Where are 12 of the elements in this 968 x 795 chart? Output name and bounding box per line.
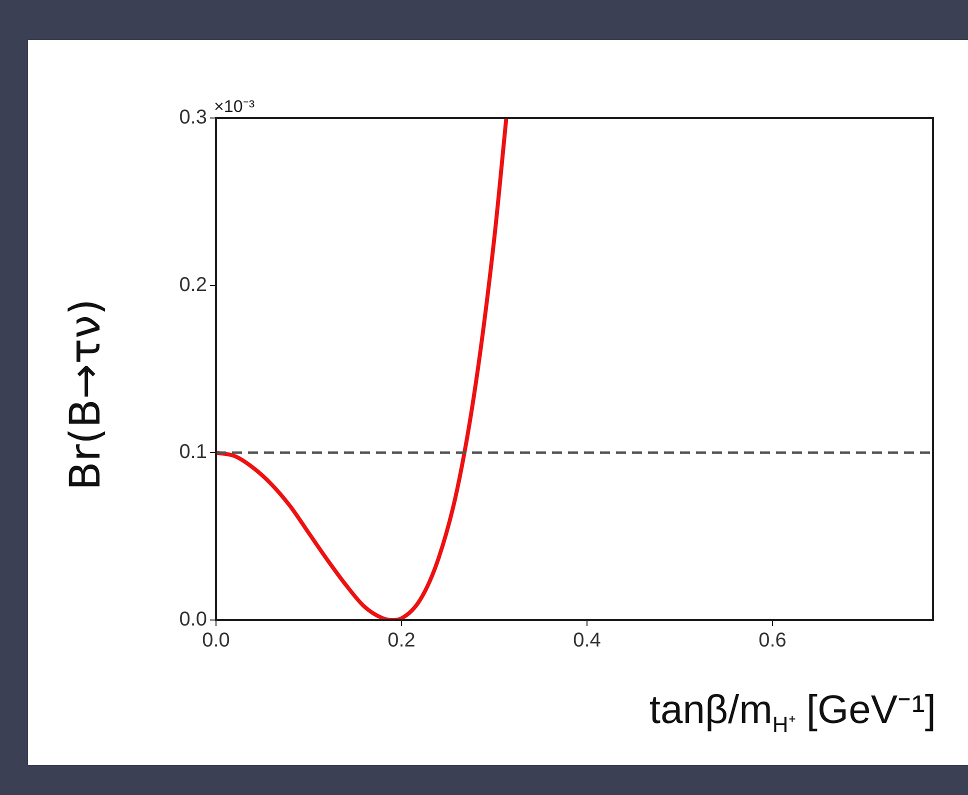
- x-tick-label: 0.0: [202, 630, 230, 652]
- line-series: [216, 118, 508, 620]
- y-tick-label: 0.0: [179, 608, 207, 631]
- y-tick-label: 0.1: [179, 441, 207, 464]
- x-tick-label: 0.6: [758, 630, 786, 652]
- x-tick-label: 0.2: [388, 630, 416, 652]
- x-tick-label: 0.4: [573, 630, 601, 652]
- y-tick-label: 0.3: [179, 106, 207, 129]
- x-axis-title: tanβ/m$_{H⁺}$ [GeV⁻¹]: [649, 687, 936, 738]
- y-axis-title: Br(B→τν): [60, 298, 110, 492]
- text: ×10⁻³: [214, 97, 255, 116]
- y-tick-label: 0.2: [179, 274, 207, 296]
